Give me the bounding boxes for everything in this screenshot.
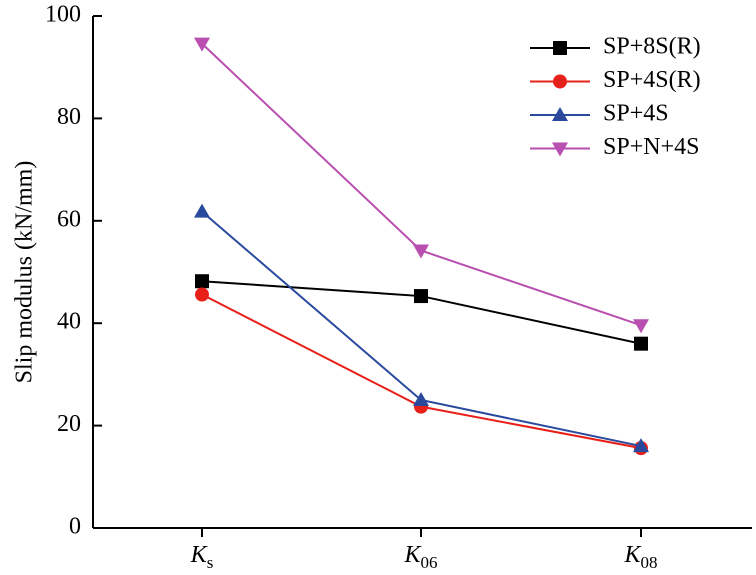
legend-label: SP+4S(R) xyxy=(603,67,701,93)
x-tick-label: Ks xyxy=(190,542,214,572)
y-tick-label: 20 xyxy=(57,411,81,437)
y-tick-label: 60 xyxy=(57,206,81,232)
x-tick-label: K08 xyxy=(623,542,657,572)
marker xyxy=(552,142,568,157)
series-line xyxy=(201,42,642,327)
y-tick-label: 40 xyxy=(57,309,81,335)
y-tick-label: 100 xyxy=(45,2,81,28)
marker xyxy=(633,438,649,453)
marker xyxy=(553,41,567,55)
legend-label: SP+N+4S xyxy=(603,134,699,160)
marker xyxy=(552,107,568,121)
marker xyxy=(634,336,648,351)
series-line xyxy=(201,293,642,450)
marker xyxy=(195,287,209,302)
marker xyxy=(413,244,429,259)
marker xyxy=(194,203,210,218)
y-axis-label: Slip modulus (kN/mm) xyxy=(12,161,38,384)
marker xyxy=(413,392,429,406)
marker xyxy=(194,37,210,52)
marker xyxy=(553,74,567,89)
legend-label: SP+4S xyxy=(603,101,669,127)
marker xyxy=(195,274,209,289)
y-tick-label: 80 xyxy=(57,104,81,130)
marker xyxy=(414,289,428,304)
x-tick-label: K06 xyxy=(403,542,437,572)
marker xyxy=(633,319,649,334)
legend-label: SP+8S(R) xyxy=(603,34,701,60)
y-tick-label: 0 xyxy=(69,514,81,540)
